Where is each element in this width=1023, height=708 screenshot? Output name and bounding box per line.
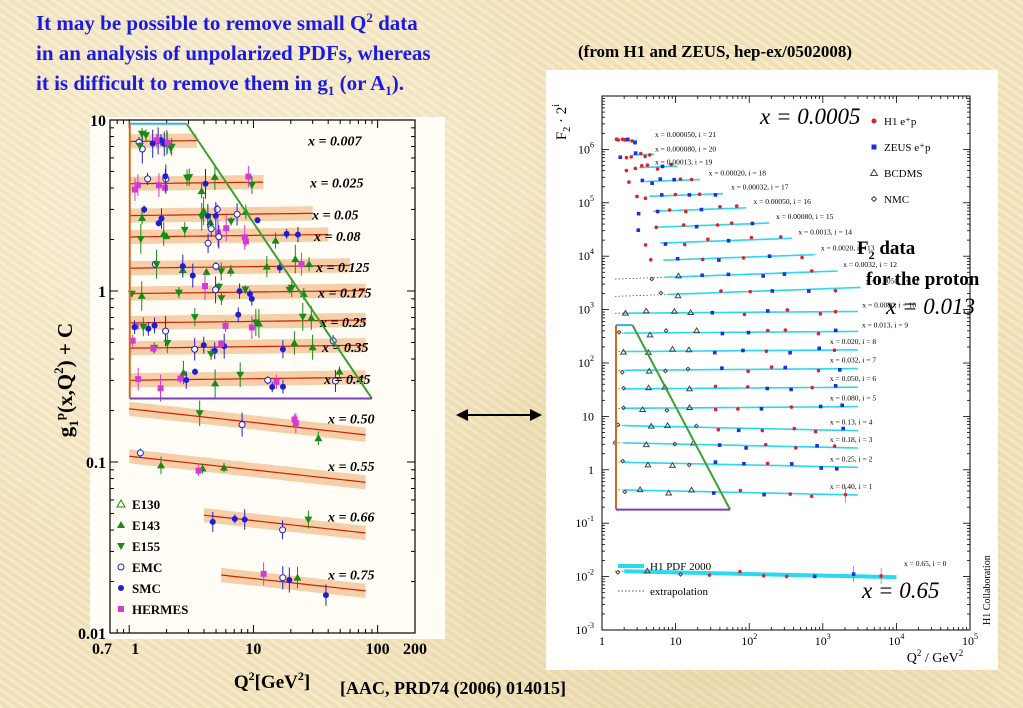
g1-x-tick-label: 0.7 — [92, 641, 112, 658]
headline-text: data — [372, 11, 418, 35]
citation: [AAC, PRD74 (2006) 014015] — [340, 678, 566, 698]
headline: It may be possible to remove small Q2 da… — [36, 8, 556, 98]
g1-x-axis-label: Q2[GeV2] — [234, 669, 310, 693]
headline-sup: 2 — [366, 10, 373, 25]
headline-text: It may be possible to remove small Q — [36, 11, 367, 35]
f2-plot-panel — [546, 70, 998, 670]
headline-line-1: It may be possible to remove small Q2 da… — [36, 11, 418, 35]
headline-line-3: it is difficult to remove them in g1 (or… — [36, 71, 405, 99]
headline-line-2: in an analysis of unpolarized PDFs, wher… — [36, 41, 431, 65]
g1-x-tick-label: 1 — [131, 641, 139, 658]
g1-y-axis-label: g1p(x,Q2) + C — [51, 323, 81, 437]
g1-x-tick-label: 10 — [245, 641, 261, 658]
headline-sub: 1 — [385, 83, 392, 99]
g1-x-tick-label: 200 — [403, 641, 427, 658]
headline-text: ). — [391, 71, 405, 95]
source-note: (from H1 and ZEUS, hep-ex/0502008) — [578, 42, 853, 61]
headline-text: (or A — [334, 71, 386, 95]
g1-plot-panel — [90, 117, 445, 639]
g1-x-tick-label: 100 — [366, 641, 390, 658]
headline-text: it is difficult to remove them in g — [36, 71, 328, 95]
headline-sub: 1 — [327, 83, 335, 99]
